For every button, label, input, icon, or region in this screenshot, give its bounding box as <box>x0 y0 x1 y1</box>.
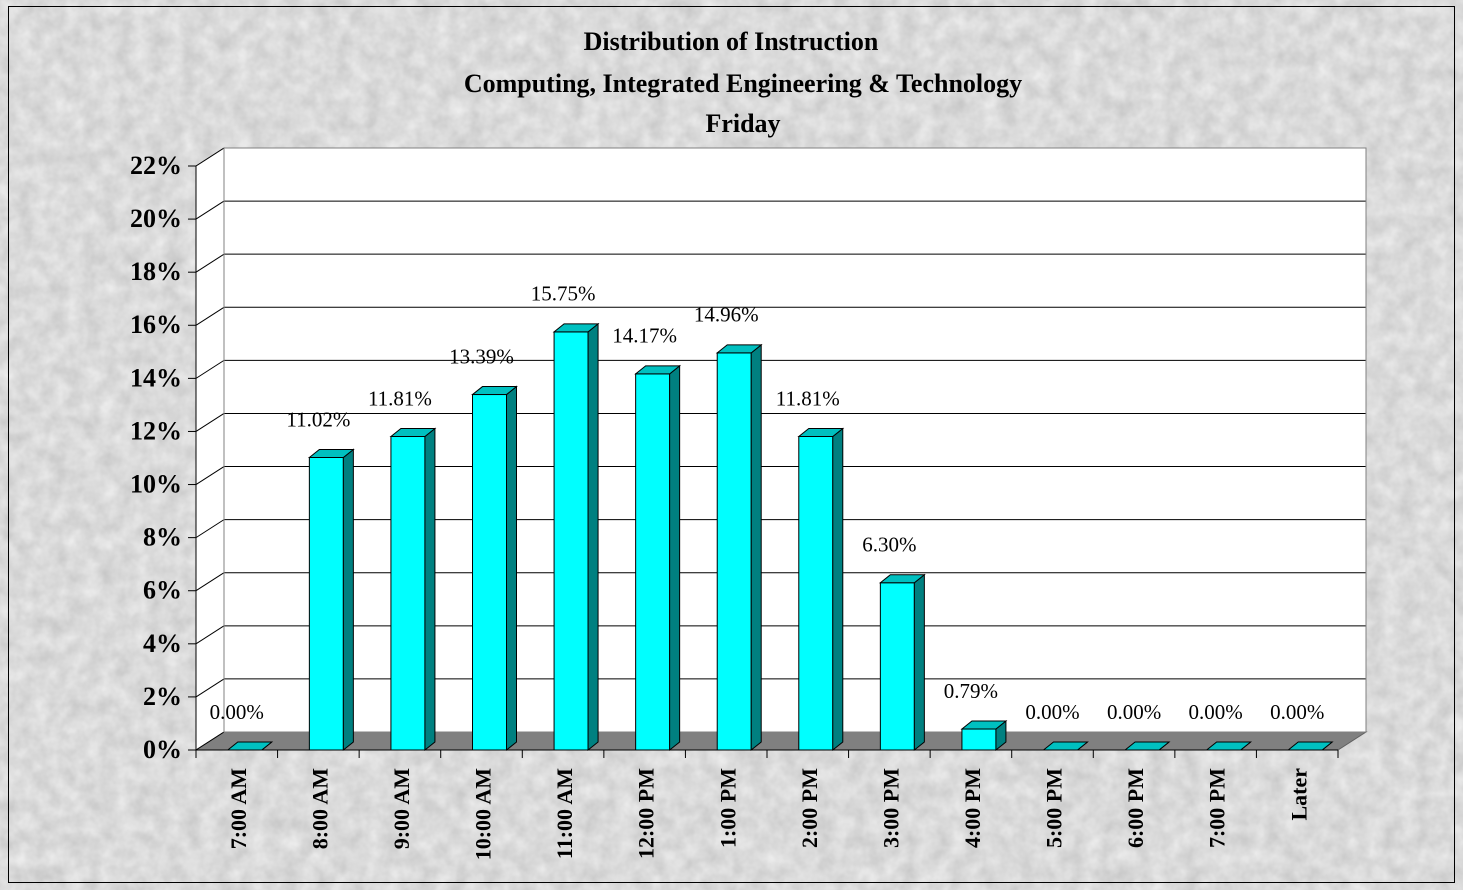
bar-top <box>307 448 355 458</box>
y-tick-label: 2% <box>143 682 182 711</box>
bar-side <box>506 385 517 752</box>
grid-line-side <box>195 200 225 220</box>
chart-subtitle: Friday <box>705 109 780 138</box>
bar <box>389 427 437 752</box>
grid-line-side <box>195 731 225 751</box>
grid-line-side <box>195 413 225 432</box>
value-label: 11.81% <box>776 386 840 410</box>
bar-front <box>553 331 589 751</box>
bar-front <box>472 394 507 751</box>
bar <box>960 719 1008 752</box>
bar-side <box>669 364 681 752</box>
grid-line-side <box>195 519 225 539</box>
x-tick-label: 6:00 PM <box>1123 768 1148 848</box>
x-tick-label: 8:00 AM <box>307 768 332 850</box>
y-tick-label: 8% <box>143 523 182 552</box>
bar <box>552 322 600 752</box>
bar-front <box>961 728 997 751</box>
y-tick-label: 6% <box>143 576 182 605</box>
value-label: 0.00% <box>1189 700 1243 724</box>
bar-top <box>715 344 763 354</box>
bar-top <box>389 427 437 437</box>
bar <box>307 448 355 752</box>
y-tick-label: 12% <box>130 416 182 445</box>
x-tick-label: 12:00 PM <box>634 768 659 859</box>
x-tick-label: 11:00 AM <box>552 768 577 859</box>
bar-top <box>960 720 1008 730</box>
value-label: 11.81% <box>368 386 432 410</box>
bar <box>634 364 682 752</box>
x-tick-label: 7:00 AM <box>226 768 251 850</box>
bar-top <box>634 365 682 375</box>
grid-line-side <box>195 466 225 485</box>
y-tick-label: 16% <box>130 310 182 339</box>
bar-front <box>879 582 915 751</box>
x-tick-label: 1:00 PM <box>715 768 740 848</box>
bar-front <box>308 456 344 751</box>
value-label: 14.96% <box>694 303 759 327</box>
y-tick-label: 0% <box>143 735 182 764</box>
grid-line-side <box>195 625 225 645</box>
chart-subtitle: Computing, Integrated Engineering & Tech… <box>464 69 1022 98</box>
value-label: 13.39% <box>449 344 514 368</box>
bar-top <box>797 427 845 437</box>
y-tick-label: 10% <box>130 470 182 499</box>
x-tick-label: Later <box>1286 768 1311 821</box>
y-tick-label: 14% <box>130 363 182 392</box>
bar <box>471 385 518 752</box>
bar <box>797 427 845 752</box>
grid-line-side <box>195 678 225 698</box>
value-label: 0.00% <box>1025 700 1079 724</box>
value-label: 15.75% <box>531 282 596 306</box>
bar-front <box>716 352 752 751</box>
bar <box>1042 741 1089 751</box>
x-tick-label: 10:00 AM <box>471 768 496 861</box>
y-tick-label: 20% <box>130 204 182 233</box>
bar-top <box>471 386 518 396</box>
wall-frame <box>223 147 1367 733</box>
floor <box>194 731 1368 751</box>
bar <box>715 343 763 752</box>
bar <box>878 573 926 752</box>
bar-top <box>552 323 600 333</box>
grid-line-side <box>195 572 225 592</box>
bar-side <box>750 343 762 752</box>
bar-front <box>635 373 671 751</box>
bar-side <box>587 322 599 752</box>
chart-border <box>8 6 1455 883</box>
chart-title: Distribution of Instruction <box>584 27 879 56</box>
value-label: 14.17% <box>612 324 677 348</box>
bar-side <box>913 573 925 752</box>
value-label: 0.00% <box>1107 700 1161 724</box>
grid-line-side <box>195 253 225 273</box>
bar-side <box>424 427 436 752</box>
bar-top <box>878 574 926 584</box>
x-tick-label: 3:00 PM <box>878 768 903 848</box>
x-tick-label: 4:00 PM <box>960 768 985 848</box>
side-wall <box>195 147 225 751</box>
value-label: 0.79% <box>944 679 998 703</box>
x-tick-label: 9:00 AM <box>389 768 414 850</box>
grid-line-side <box>195 147 225 167</box>
x-tick-label: 5:00 PM <box>1042 768 1067 848</box>
value-label: 11.02% <box>286 407 350 431</box>
bar-side <box>342 448 354 752</box>
y-tick-label: 18% <box>130 257 182 286</box>
grid-line-side <box>195 359 225 379</box>
y-tick-label: 4% <box>143 629 182 658</box>
x-tick-label: 2:00 PM <box>797 768 822 848</box>
value-label: 6.30% <box>862 533 916 557</box>
bar-front <box>390 435 426 751</box>
x-tick-label: 7:00 PM <box>1205 768 1230 848</box>
bar-side <box>832 427 844 752</box>
value-label: 0.00% <box>210 700 264 724</box>
bar-front <box>798 435 834 751</box>
y-tick-label: 22% <box>130 151 182 180</box>
grid-line-side <box>195 306 225 326</box>
value-label: 0.00% <box>1270 700 1324 724</box>
